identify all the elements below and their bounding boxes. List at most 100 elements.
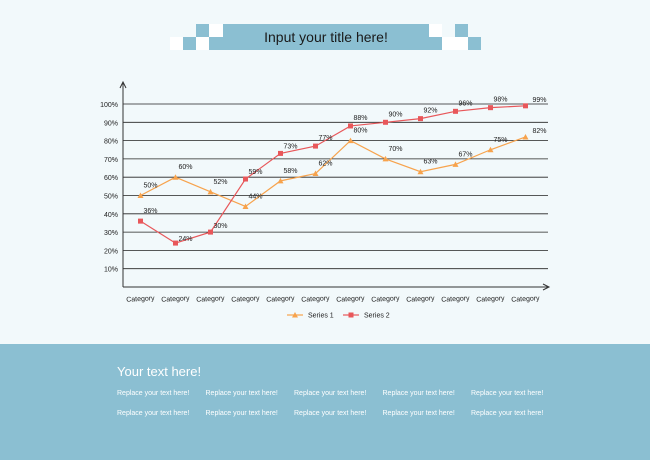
data-point-marker [313, 143, 318, 149]
data-label: 75% [493, 137, 507, 144]
checker-square [455, 37, 468, 50]
x-tick-label: Category [266, 295, 295, 304]
placeholder-text: Replace your text here! [294, 410, 367, 417]
x-tick-label: Category [301, 295, 330, 304]
y-tick-label: 10% [104, 267, 118, 274]
data-point-marker [208, 229, 213, 235]
y-tick-label: 40% [104, 212, 118, 219]
y-tick-label: 60% [104, 175, 118, 182]
checker-square [429, 24, 442, 37]
placeholder-text: Replace your text here! [471, 390, 544, 397]
y-tick-label: 30% [104, 230, 118, 237]
data-label: 44% [248, 193, 262, 200]
footer-text-row: Replace your text here! Replace your tex… [117, 390, 560, 397]
x-tick-label: Category [371, 295, 400, 304]
legend-label: Series 1 [308, 313, 334, 320]
data-label: 24% [178, 236, 192, 243]
legend-label: Series 2 [364, 313, 390, 320]
title-background [223, 24, 429, 50]
x-tick-label: Category [196, 295, 225, 304]
legend: Series 1 Series 2 [287, 312, 390, 320]
y-axis-arrow [119, 80, 127, 89]
data-point-marker [452, 161, 459, 167]
data-point-marker [312, 170, 319, 177]
y-tick-label: 70% [104, 157, 118, 164]
series-line [140, 105, 526, 244]
data-label: 70% [388, 146, 402, 153]
data-point-marker [172, 174, 179, 180]
data-label: 99% [532, 97, 546, 104]
data-label: 60% [178, 164, 192, 171]
data-point-marker [278, 150, 283, 156]
placeholder-text: Replace your text here! [205, 390, 278, 397]
data-label: 82% [532, 128, 546, 135]
checker-square [455, 24, 468, 37]
checker-square [209, 37, 223, 50]
data-label: 96% [458, 100, 472, 107]
series-layer: 50% 60% 52% 44% 58% 62% 80% 70% 63% 67% 75% 82% 36% 2… [137, 97, 547, 246]
checker-square [442, 37, 455, 50]
x-tick-label: Category [406, 295, 435, 304]
data-point-marker [242, 203, 249, 209]
data-point-marker [348, 123, 353, 129]
checker-square [196, 24, 209, 37]
x-tick-label: Category [161, 295, 190, 304]
data-label: 88% [353, 115, 367, 122]
placeholder-text: Replace your text here! [117, 410, 190, 417]
chart-area: Input your title here! 10% 20% 30% 40% 50% 60… [100, 24, 551, 320]
placeholder-text: Replace your text here! [294, 390, 367, 397]
data-point-marker [138, 218, 143, 224]
checker-square [183, 37, 196, 50]
placeholder-text: Replace your text here! [382, 390, 455, 397]
y-tick-labels: 10% 20% 30% 40% 50% 60% 70% 80% 90% 100% [100, 102, 118, 274]
data-point-marker [418, 116, 423, 122]
data-label: 77% [318, 135, 332, 142]
data-point-marker [488, 105, 493, 111]
chart-title: Input your title here! [264, 29, 388, 45]
checker-square [209, 24, 223, 37]
data-point-marker [383, 119, 388, 125]
data-point-marker [347, 137, 354, 144]
x-tick-label: Category [441, 295, 470, 304]
data-label: 67% [458, 151, 472, 158]
data-label: 63% [423, 159, 437, 166]
data-point-marker [243, 176, 248, 182]
y-tick-label: 50% [104, 194, 118, 201]
checker-square [468, 37, 481, 50]
series-line [140, 136, 526, 208]
data-point-marker [487, 146, 494, 153]
placeholder-text: Replace your text here! [117, 390, 190, 397]
footer-panel: Your text here! Replace your text here! … [0, 344, 650, 460]
checker-square [196, 37, 209, 50]
y-tick-label: 100% [100, 102, 118, 109]
x-tick-label: Category [476, 295, 505, 304]
data-point-marker [277, 177, 284, 184]
y-tick-label: 90% [104, 120, 118, 127]
placeholder-text: Replace your text here! [205, 410, 278, 417]
data-label: 90% [388, 111, 402, 118]
title-banner: Input your title here! [170, 24, 481, 50]
x-tick-label: Category [336, 295, 365, 304]
x-tick-label: Category [126, 295, 155, 304]
data-point-marker [173, 240, 178, 246]
data-label: 36% [143, 208, 157, 215]
data-point-marker [382, 155, 389, 162]
legend-marker [292, 312, 298, 318]
data-label: 73% [283, 143, 297, 150]
placeholder-text: Replace your text here! [382, 410, 455, 417]
data-point-marker [207, 188, 214, 195]
x-tick-labels: Category Category Category Category Category… [126, 295, 540, 304]
data-point-marker [453, 108, 458, 114]
data-label: 92% [423, 108, 437, 115]
footer-heading: Your text here! [117, 364, 202, 379]
data-label: 52% [213, 179, 227, 186]
data-label: 30% [213, 223, 227, 230]
legend-marker [348, 312, 354, 318]
data-point-marker [522, 133, 529, 140]
data-point-marker [523, 103, 528, 109]
data-point-marker [417, 168, 424, 175]
y-tick-label: 20% [104, 248, 118, 255]
data-label: 80% [353, 128, 367, 135]
checker-square [429, 37, 442, 50]
gridlines [123, 103, 548, 270]
